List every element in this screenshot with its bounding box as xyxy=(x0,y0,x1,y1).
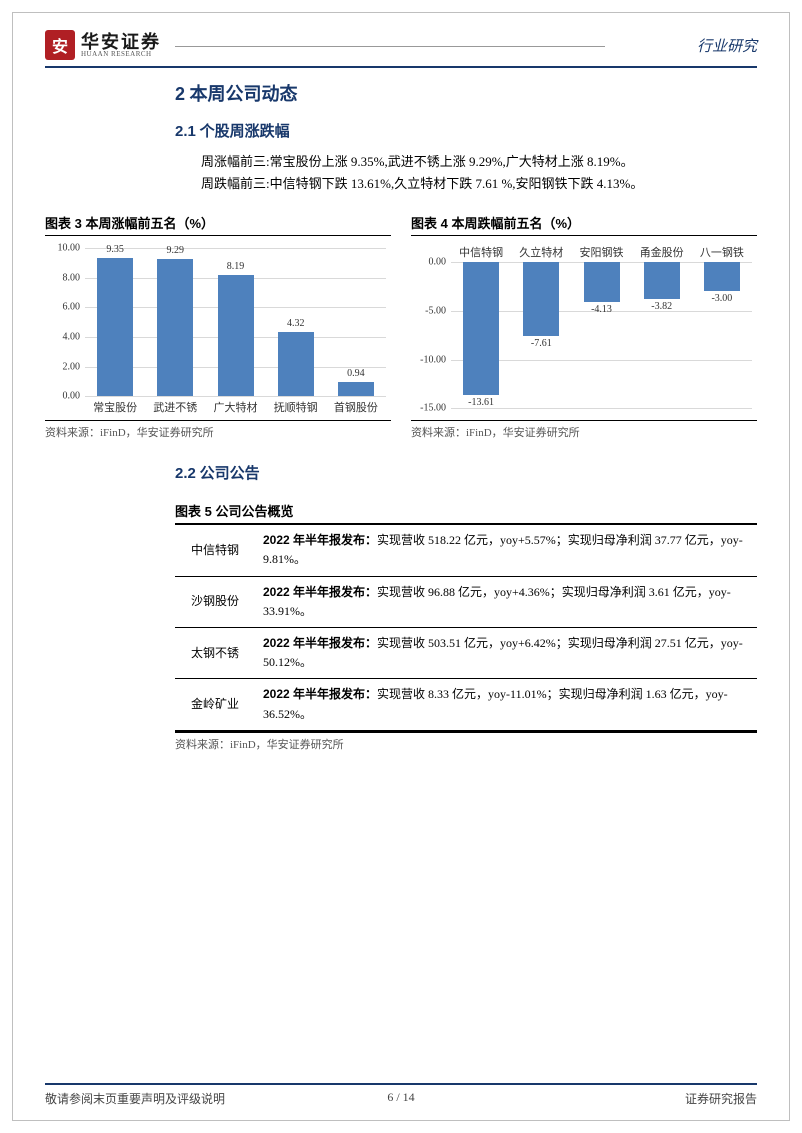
bar-value-label: -7.61 xyxy=(516,338,566,349)
x-category-label: 武进不锈 xyxy=(147,399,203,415)
chart-3-source: 资料来源：iFinD，华安证券研究所 xyxy=(45,420,391,440)
bar-value-label: -3.82 xyxy=(637,301,687,312)
section-h2: 2 本周公司动态 xyxy=(175,80,757,106)
logo-en: HUAAN RESEARCH xyxy=(81,51,161,58)
h3-2-number: 2.2 xyxy=(175,465,196,482)
y-tick-label: 0.00 xyxy=(45,391,80,402)
bar-value-label: -3.00 xyxy=(697,293,747,304)
bar-value-label: -4.13 xyxy=(577,304,627,315)
page-footer: 敬请参阅末页重要声明及评级说明 6 / 14 证券研究报告 xyxy=(45,1090,757,1107)
bar xyxy=(644,262,680,299)
x-category-label: 八一钢铁 xyxy=(694,244,750,260)
table-5: 中信特钢2022 年半年报发布：实现营收 518.22 亿元，yoy+5.57%… xyxy=(175,525,757,731)
x-category-label: 中信特钢 xyxy=(453,244,509,260)
logo-text: 华安证券 HUAAN RESEARCH xyxy=(81,33,161,58)
y-tick-label: 4.00 xyxy=(45,331,80,342)
chart-3-title: 图表 3 本周涨幅前五名（%） xyxy=(45,213,391,236)
table-5-title: 图表 5 公司公告概览 xyxy=(175,501,757,525)
y-tick-label: -5.00 xyxy=(411,305,446,316)
y-tick-label: 0.00 xyxy=(411,257,446,268)
paragraph-1: 周涨幅前三:常宝股份上涨 9.35%,武进不锈上涨 9.29%,广大特材上涨 8… xyxy=(175,151,757,173)
bar xyxy=(704,262,740,291)
section-h3-1: 2.1 个股周涨跌幅 xyxy=(175,120,757,141)
logo-icon: 安 xyxy=(45,30,75,60)
x-category-label: 抚顺特钢 xyxy=(268,399,324,415)
announcement-lead: 2022 年半年报发布： xyxy=(263,585,377,599)
announcement-lead: 2022 年半年报发布： xyxy=(263,636,377,650)
company-cell: 沙钢股份 xyxy=(175,576,255,627)
logo-block: 安 华安证券 HUAAN RESEARCH xyxy=(45,30,161,60)
chart-3-block: 图表 3 本周涨幅前五名（%） 0.00 2.00 4.00 6.00 8.00 10.0… xyxy=(45,213,391,440)
announcement-lead: 2022 年半年报发布： xyxy=(263,687,377,701)
bar xyxy=(523,262,559,336)
table-row: 沙钢股份2022 年半年报发布：实现营收 96.88 亿元，yoy+4.36%；… xyxy=(175,576,757,627)
content: 2 本周公司动态 2.1 个股周涨跌幅 周涨幅前三:常宝股份上涨 9.35%,武… xyxy=(45,80,757,752)
h3-2-title: 公司公告 xyxy=(200,465,260,482)
paragraph-2: 周跌幅前三:中信特钢下跌 13.61%,久立特材下跌 7.61 %,安阳钢铁下跌… xyxy=(175,173,757,195)
header-rule xyxy=(45,66,757,68)
gridline xyxy=(451,408,752,409)
bar xyxy=(463,262,499,394)
charts-row: 图表 3 本周涨幅前五名（%） 0.00 2.00 4.00 6.00 8.00 10.0… xyxy=(45,213,757,440)
section-h3-2: 2.2 公司公告 xyxy=(175,462,757,483)
y-tick-label: -15.00 xyxy=(411,403,446,414)
company-cell: 太钢不锈 xyxy=(175,627,255,678)
bar xyxy=(338,382,374,396)
chart-4-block: 图表 4 本周跌幅前五名（%） -15.00 -10.00 -5.00 0.00 -13… xyxy=(411,213,757,440)
chart-4-area: -15.00 -10.00 -5.00 0.00 -13.61 中信特钢 -7.61 久立特材… xyxy=(411,244,757,414)
y-tick-label: -10.00 xyxy=(411,354,446,365)
y-tick-label: 2.00 xyxy=(45,361,80,372)
announcement-lead: 2022 年半年报发布： xyxy=(263,533,377,547)
bar xyxy=(157,259,193,396)
bar xyxy=(218,275,254,396)
x-category-label: 安阳钢铁 xyxy=(574,244,630,260)
gridline xyxy=(85,396,386,397)
bar xyxy=(278,332,314,396)
bar-value-label: 0.94 xyxy=(331,368,381,379)
footer-rule xyxy=(45,1083,757,1085)
chart-3-area: 0.00 2.00 4.00 6.00 8.00 10.00 9.35 常宝股份 9.29 武进不… xyxy=(45,244,391,414)
chart-4-title: 图表 4 本周跌幅前五名（%） xyxy=(411,213,757,236)
x-category-label: 首钢股份 xyxy=(328,399,384,415)
bar-value-label: 9.35 xyxy=(90,244,140,255)
table-row: 中信特钢2022 年半年报发布：实现营收 518.22 亿元，yoy+5.57%… xyxy=(175,525,757,576)
x-category-label: 甬金股份 xyxy=(634,244,690,260)
h3-1-title: 个股周涨跌幅 xyxy=(200,123,290,140)
chart-4-source: 资料来源：iFinD，华安证券研究所 xyxy=(411,420,757,440)
y-tick-label: 10.00 xyxy=(45,243,80,254)
announcement-cell: 2022 年半年报发布：实现营收 503.51 亿元，yoy+6.42%；实现归… xyxy=(255,627,757,678)
company-cell: 中信特钢 xyxy=(175,525,255,576)
header-dash xyxy=(175,46,605,47)
table-row: 太钢不锈2022 年半年报发布：实现营收 503.51 亿元，yoy+6.42%… xyxy=(175,627,757,678)
table-row: 金岭矿业2022 年半年报发布：实现营收 8.33 亿元，yoy-11.01%；… xyxy=(175,679,757,730)
h3-1-number: 2.1 xyxy=(175,123,196,140)
y-tick-label: 6.00 xyxy=(45,302,80,313)
bar xyxy=(97,258,133,396)
table-5-source: 资料来源：iFinD，华安证券研究所 xyxy=(175,733,757,752)
y-tick-label: 8.00 xyxy=(45,272,80,283)
x-category-label: 常宝股份 xyxy=(87,399,143,415)
bar-value-label: 8.19 xyxy=(211,261,261,272)
footer-page-number: 6 / 14 xyxy=(45,1090,757,1105)
bar-value-label: 9.29 xyxy=(150,245,200,256)
h2-number: 2 xyxy=(175,84,185,104)
bar-value-label: 4.32 xyxy=(271,318,321,329)
x-category-label: 久立特材 xyxy=(513,244,569,260)
header-category: 行业研究 xyxy=(697,35,757,56)
logo-cn: 华安证券 xyxy=(81,33,161,51)
page-header: 安 华安证券 HUAAN RESEARCH 行业研究 xyxy=(45,30,757,60)
bar xyxy=(584,262,620,302)
table-5-block: 图表 5 公司公告概览 中信特钢2022 年半年报发布：实现营收 518.22 … xyxy=(175,501,757,752)
bar-value-label: -13.61 xyxy=(456,397,506,408)
h2-title: 本周公司动态 xyxy=(190,84,298,104)
announcement-cell: 2022 年半年报发布：实现营收 96.88 亿元，yoy+4.36%；实现归母… xyxy=(255,576,757,627)
announcement-cell: 2022 年半年报发布：实现营收 518.22 亿元，yoy+5.57%；实现归… xyxy=(255,525,757,576)
x-category-label: 广大特材 xyxy=(208,399,264,415)
announcement-cell: 2022 年半年报发布：实现营收 8.33 亿元，yoy-11.01%；实现归母… xyxy=(255,679,757,730)
company-cell: 金岭矿业 xyxy=(175,679,255,730)
